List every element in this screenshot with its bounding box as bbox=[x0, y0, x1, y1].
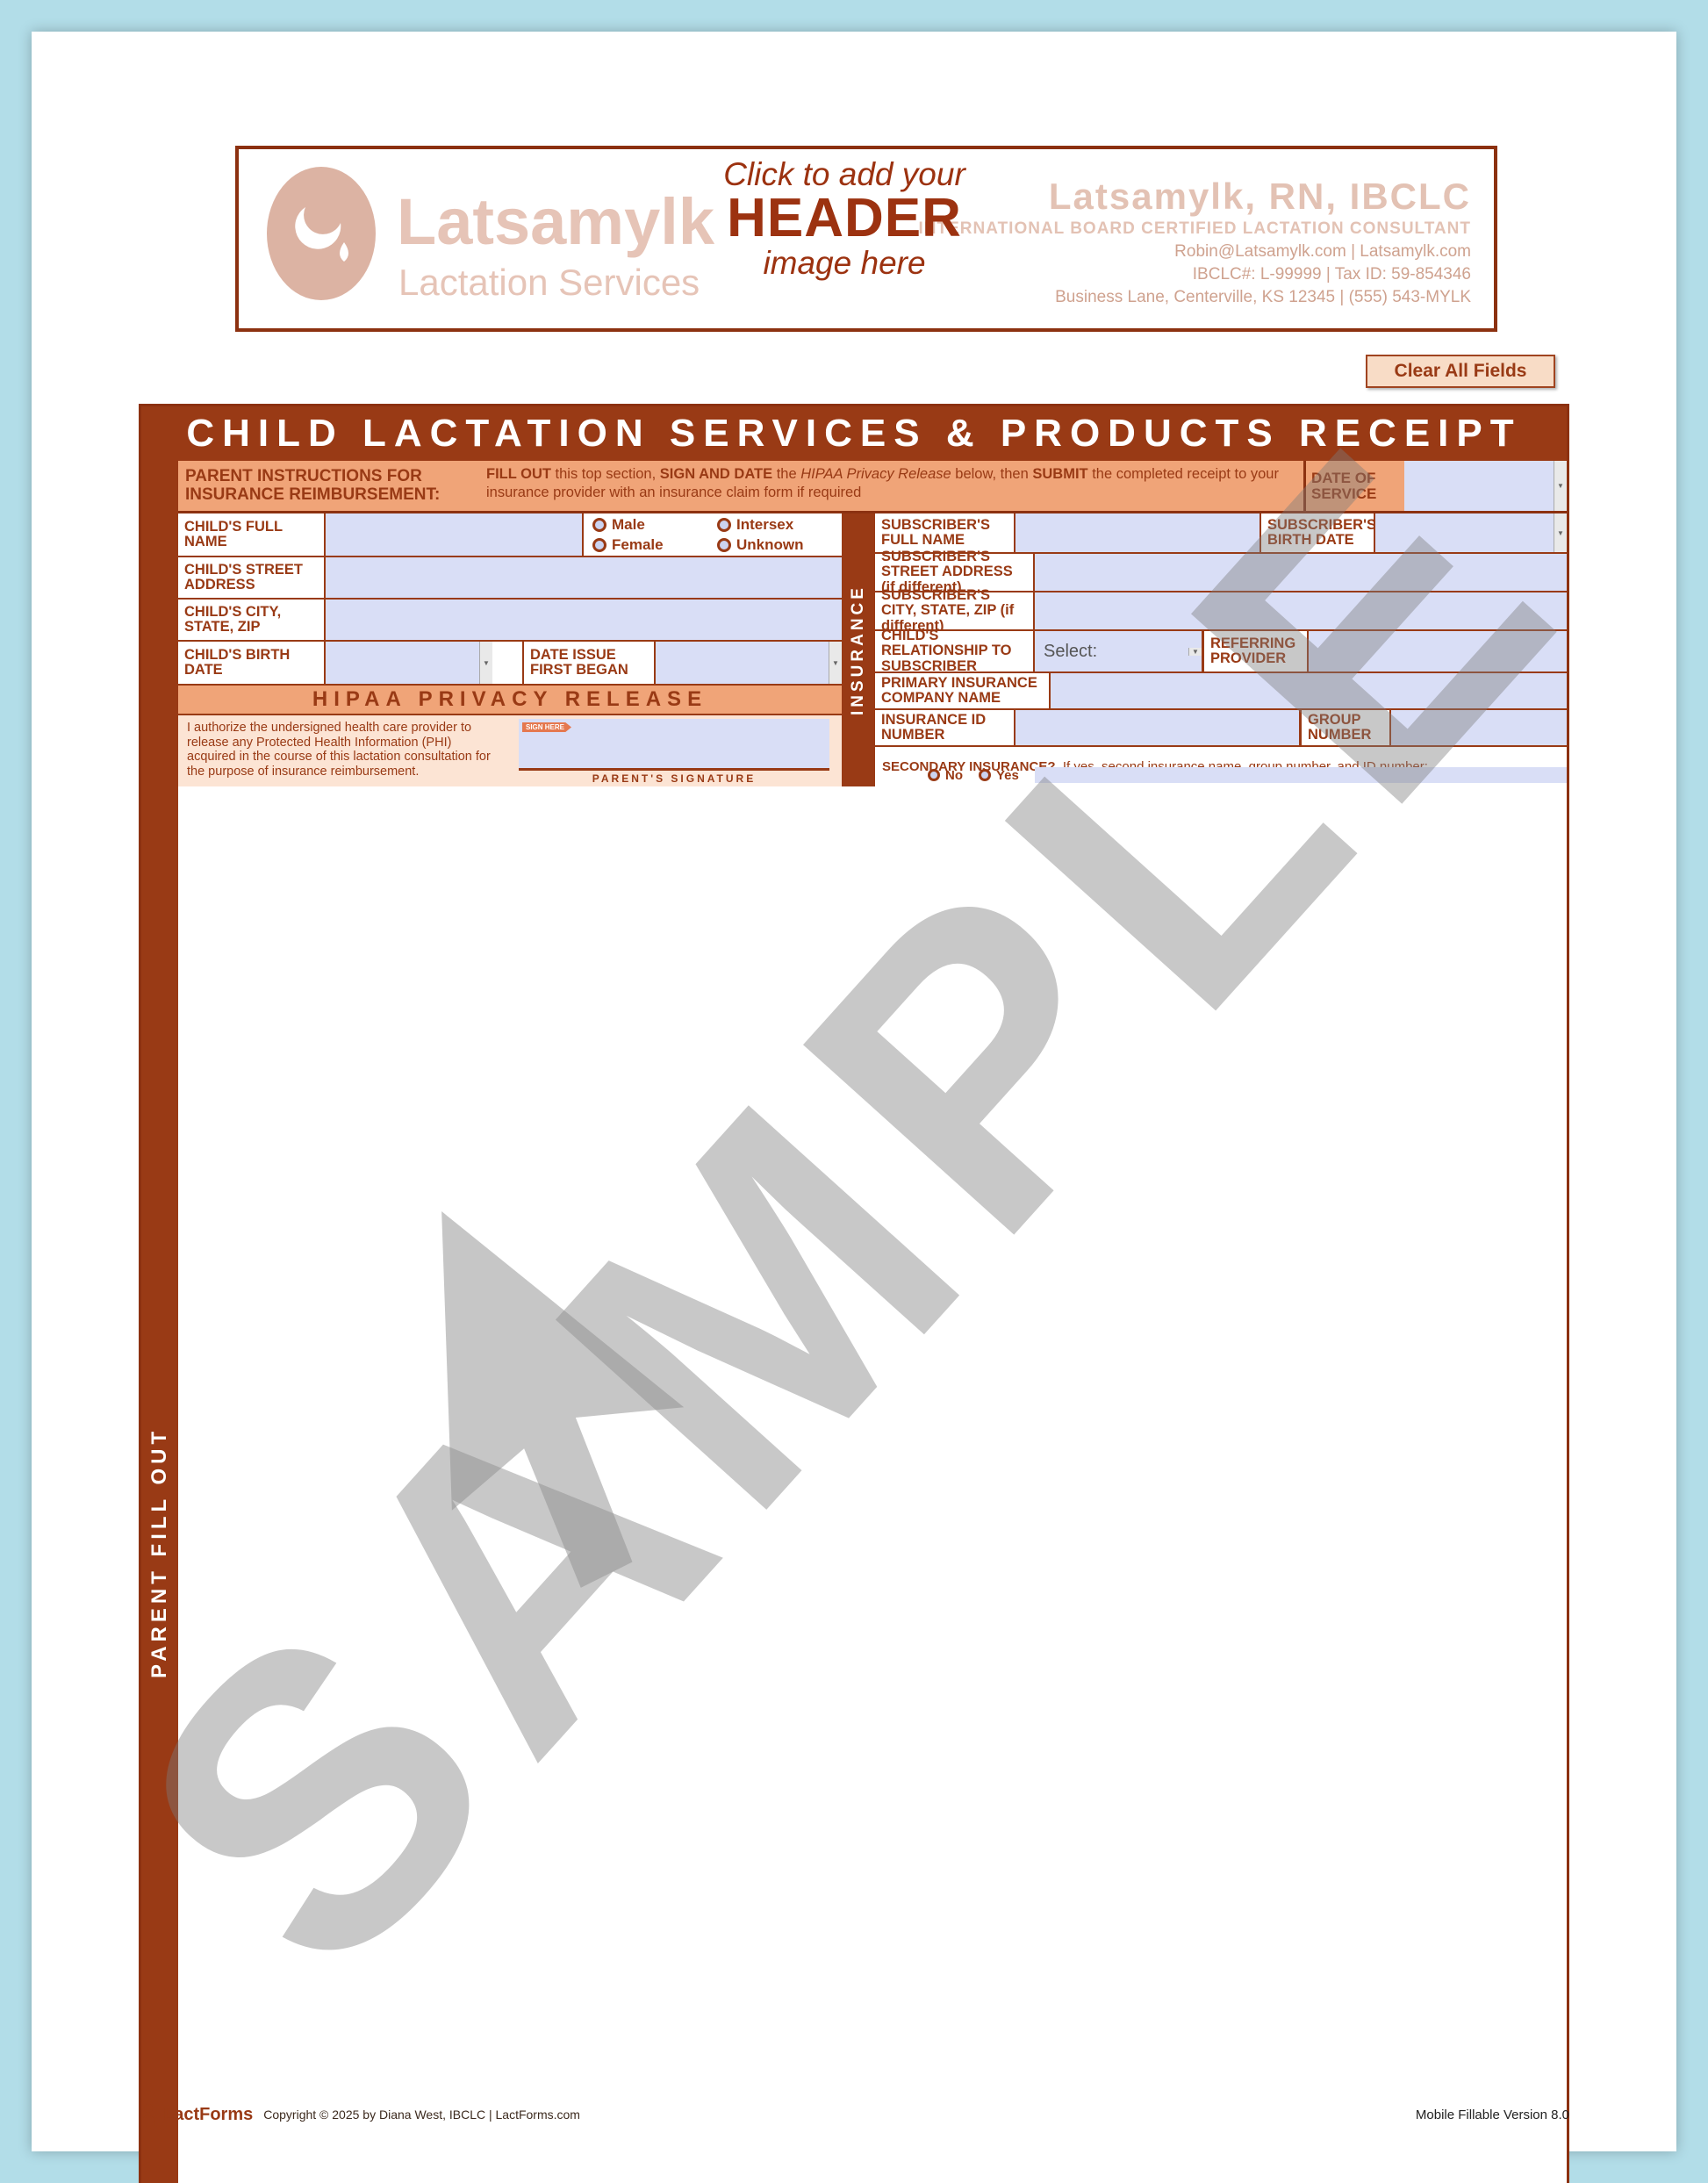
child-city-input[interactable] bbox=[326, 600, 842, 640]
insurance-id-label: INSURANCE ID NUMBER bbox=[875, 710, 1015, 745]
header-placeholder[interactable]: Click to add your HEADER image here bbox=[660, 156, 1029, 282]
secondary-yes[interactable]: Yes bbox=[979, 768, 1019, 783]
date-issue-label: DATE ISSUE FIRST BEGAN bbox=[524, 642, 656, 684]
child-dob-label: CHILD'S BIRTH DATE bbox=[178, 642, 326, 684]
select-arrow-icon[interactable]: ▼ bbox=[1188, 647, 1202, 656]
female-radio[interactable] bbox=[592, 537, 606, 552]
date-spinner-icon[interactable]: ▼ bbox=[1554, 461, 1567, 511]
provider-info: Latsamylk, RN, IBCLC INTERNATIONAL BOARD… bbox=[919, 176, 1471, 307]
parent-sidebar: PARENT FILL OUT bbox=[141, 461, 178, 2183]
insurance-sidebar: INSURANCE bbox=[842, 513, 875, 786]
intersex-radio[interactable] bbox=[717, 517, 731, 532]
hipaa-title: HIPAA PRIVACY RELEASE bbox=[178, 686, 842, 715]
sign-here-tag: SIGN HERE bbox=[522, 722, 572, 732]
date-of-service-input[interactable]: ▼ bbox=[1404, 461, 1567, 511]
male-radio[interactable] bbox=[592, 517, 606, 532]
subscriber-name-input[interactable] bbox=[1015, 513, 1259, 552]
secondary-no-radio[interactable] bbox=[928, 769, 940, 781]
parent-signature-field[interactable]: SIGN HERE bbox=[519, 719, 829, 771]
parent-band: PARENT FILL OUT PARENT INSTRUCTIONS FOR … bbox=[141, 461, 1567, 2183]
parent-signature-label: PARENT'S SIGNATURE bbox=[592, 772, 757, 785]
child-dob-input[interactable]: ▼ bbox=[326, 642, 492, 684]
gender-unknown[interactable]: Unknown bbox=[717, 536, 842, 554]
insurance-sidebar-label: INSURANCE bbox=[849, 585, 867, 715]
receipt-form: CHILD LACTATION SERVICES & PRODUCTS RECE… bbox=[139, 404, 1569, 2183]
gender-options: Male Intersex Female Unknown bbox=[582, 513, 842, 556]
secondary-no[interactable]: No bbox=[928, 768, 963, 783]
instructions-title: PARENT INSTRUCTIONS FOR INSURANCE REIMBU… bbox=[185, 466, 441, 504]
subscriber-street-label: SUBSCRIBER'S STREET ADDRESS (if differen… bbox=[875, 549, 1035, 594]
provider-ids: IBCLC#: L-99999 | Tax ID: 59-854346 bbox=[1192, 265, 1471, 284]
date-of-service-label: DATE OF SERVICE bbox=[1311, 469, 1377, 502]
footer: LactForms Copyright © 2025 by Diana West… bbox=[139, 2103, 1569, 2126]
provider-name: Latsamylk, RN, IBCLC bbox=[1048, 176, 1471, 217]
header-placeholder-line2: HEADER bbox=[727, 188, 962, 248]
subscriber-name-label: SUBSCRIBER'S FULL NAME bbox=[875, 513, 1015, 552]
dob-spinner-icon[interactable]: ▼ bbox=[479, 642, 492, 684]
lactforms-logo-icon bbox=[141, 2104, 155, 2126]
referring-provider-input[interactable] bbox=[1309, 631, 1567, 671]
secondary-yes-radio[interactable] bbox=[979, 769, 991, 781]
form-title: CHILD LACTATION SERVICES & PRODUCTS RECE… bbox=[141, 406, 1567, 461]
header-placeholder-line1: Click to add your bbox=[723, 156, 965, 192]
lactation-logo-icon bbox=[263, 165, 386, 319]
copyright-text: Copyright © 2025 by Diana West, IBCLC | … bbox=[263, 2108, 580, 2122]
instructions-body: FILL OUT this top section, SIGN AND DATE… bbox=[486, 466, 1279, 500]
relationship-select[interactable]: Select: ▼ bbox=[1035, 631, 1202, 671]
version-text: Mobile Fillable Version 8.0 bbox=[1415, 2107, 1569, 2122]
subscriber-city-input[interactable] bbox=[1035, 592, 1567, 629]
issue-spinner-icon[interactable]: ▼ bbox=[829, 642, 842, 684]
child-street-input[interactable] bbox=[326, 557, 842, 598]
provider-address: Business Lane, Centerville, KS 12345 | (… bbox=[1055, 288, 1471, 306]
header-box[interactable]: Latsamylk Lactation Services Latsamylk, … bbox=[235, 146, 1497, 332]
parent-instructions: PARENT INSTRUCTIONS FOR INSURANCE REIMBU… bbox=[178, 461, 1567, 513]
date-issue-input[interactable]: ▼ bbox=[656, 642, 842, 684]
referring-provider-label: REFERRING PROVIDER bbox=[1202, 631, 1309, 671]
parent-sidebar-label: PARENT FILL OUT bbox=[147, 1426, 171, 1678]
child-city-label: CHILD'S CITY, STATE, ZIP bbox=[178, 600, 326, 640]
group-number-label: GROUP NUMBER bbox=[1299, 710, 1391, 745]
subscriber-dob-input[interactable]: ▼ bbox=[1375, 513, 1567, 552]
subscriber-city-label: SUBSCRIBER'S CITY, STATE, ZIP (if differ… bbox=[875, 587, 1035, 633]
primary-insurance-input[interactable] bbox=[1051, 673, 1567, 708]
child-name-label: CHILD'S FULL NAME bbox=[178, 513, 326, 556]
date-of-service-block: DATE OF SERVICE ▼ bbox=[1303, 461, 1567, 511]
lactforms-brand[interactable]: LactForms bbox=[139, 2103, 253, 2126]
logo-subtitle: Lactation Services bbox=[398, 262, 700, 303]
gender-female[interactable]: Female bbox=[592, 536, 717, 554]
secondary-insurance-input[interactable] bbox=[1034, 767, 1567, 783]
header-placeholder-line3: image here bbox=[763, 244, 926, 281]
clear-all-fields-button[interactable]: Clear All Fields bbox=[1366, 355, 1555, 388]
gender-intersex[interactable]: Intersex bbox=[717, 516, 842, 534]
gender-male[interactable]: Male bbox=[592, 516, 717, 534]
child-street-label: CHILD'S STREET ADDRESS bbox=[178, 557, 326, 598]
subscriber-street-input[interactable] bbox=[1035, 554, 1567, 591]
hipaa-body: I authorize the undersigned health care … bbox=[178, 715, 842, 786]
provider-contact: Robin@Latsamylk.com | Latsamylk.com bbox=[1174, 242, 1471, 261]
hipaa-text: I authorize the undersigned health care … bbox=[187, 721, 491, 779]
sub-dob-spinner-icon[interactable]: ▼ bbox=[1554, 513, 1567, 552]
logo-title: Latsamylk bbox=[397, 185, 714, 258]
primary-insurance-label: PRIMARY INSURANCE COMPANY NAME bbox=[875, 673, 1051, 708]
relationship-label: CHILD'S RELATIONSHIP TO SUBSCRIBER bbox=[875, 628, 1035, 673]
subscriber-dob-label: SUBSCRIBER'S BIRTH DATE bbox=[1259, 513, 1376, 552]
provider-credential: INTERNATIONAL BOARD CERTIFIED LACTATION … bbox=[918, 219, 1471, 238]
child-name-input[interactable] bbox=[326, 513, 582, 556]
group-number-input[interactable] bbox=[1391, 710, 1567, 745]
insurance-id-input[interactable] bbox=[1015, 710, 1299, 745]
unknown-radio[interactable] bbox=[717, 537, 731, 552]
